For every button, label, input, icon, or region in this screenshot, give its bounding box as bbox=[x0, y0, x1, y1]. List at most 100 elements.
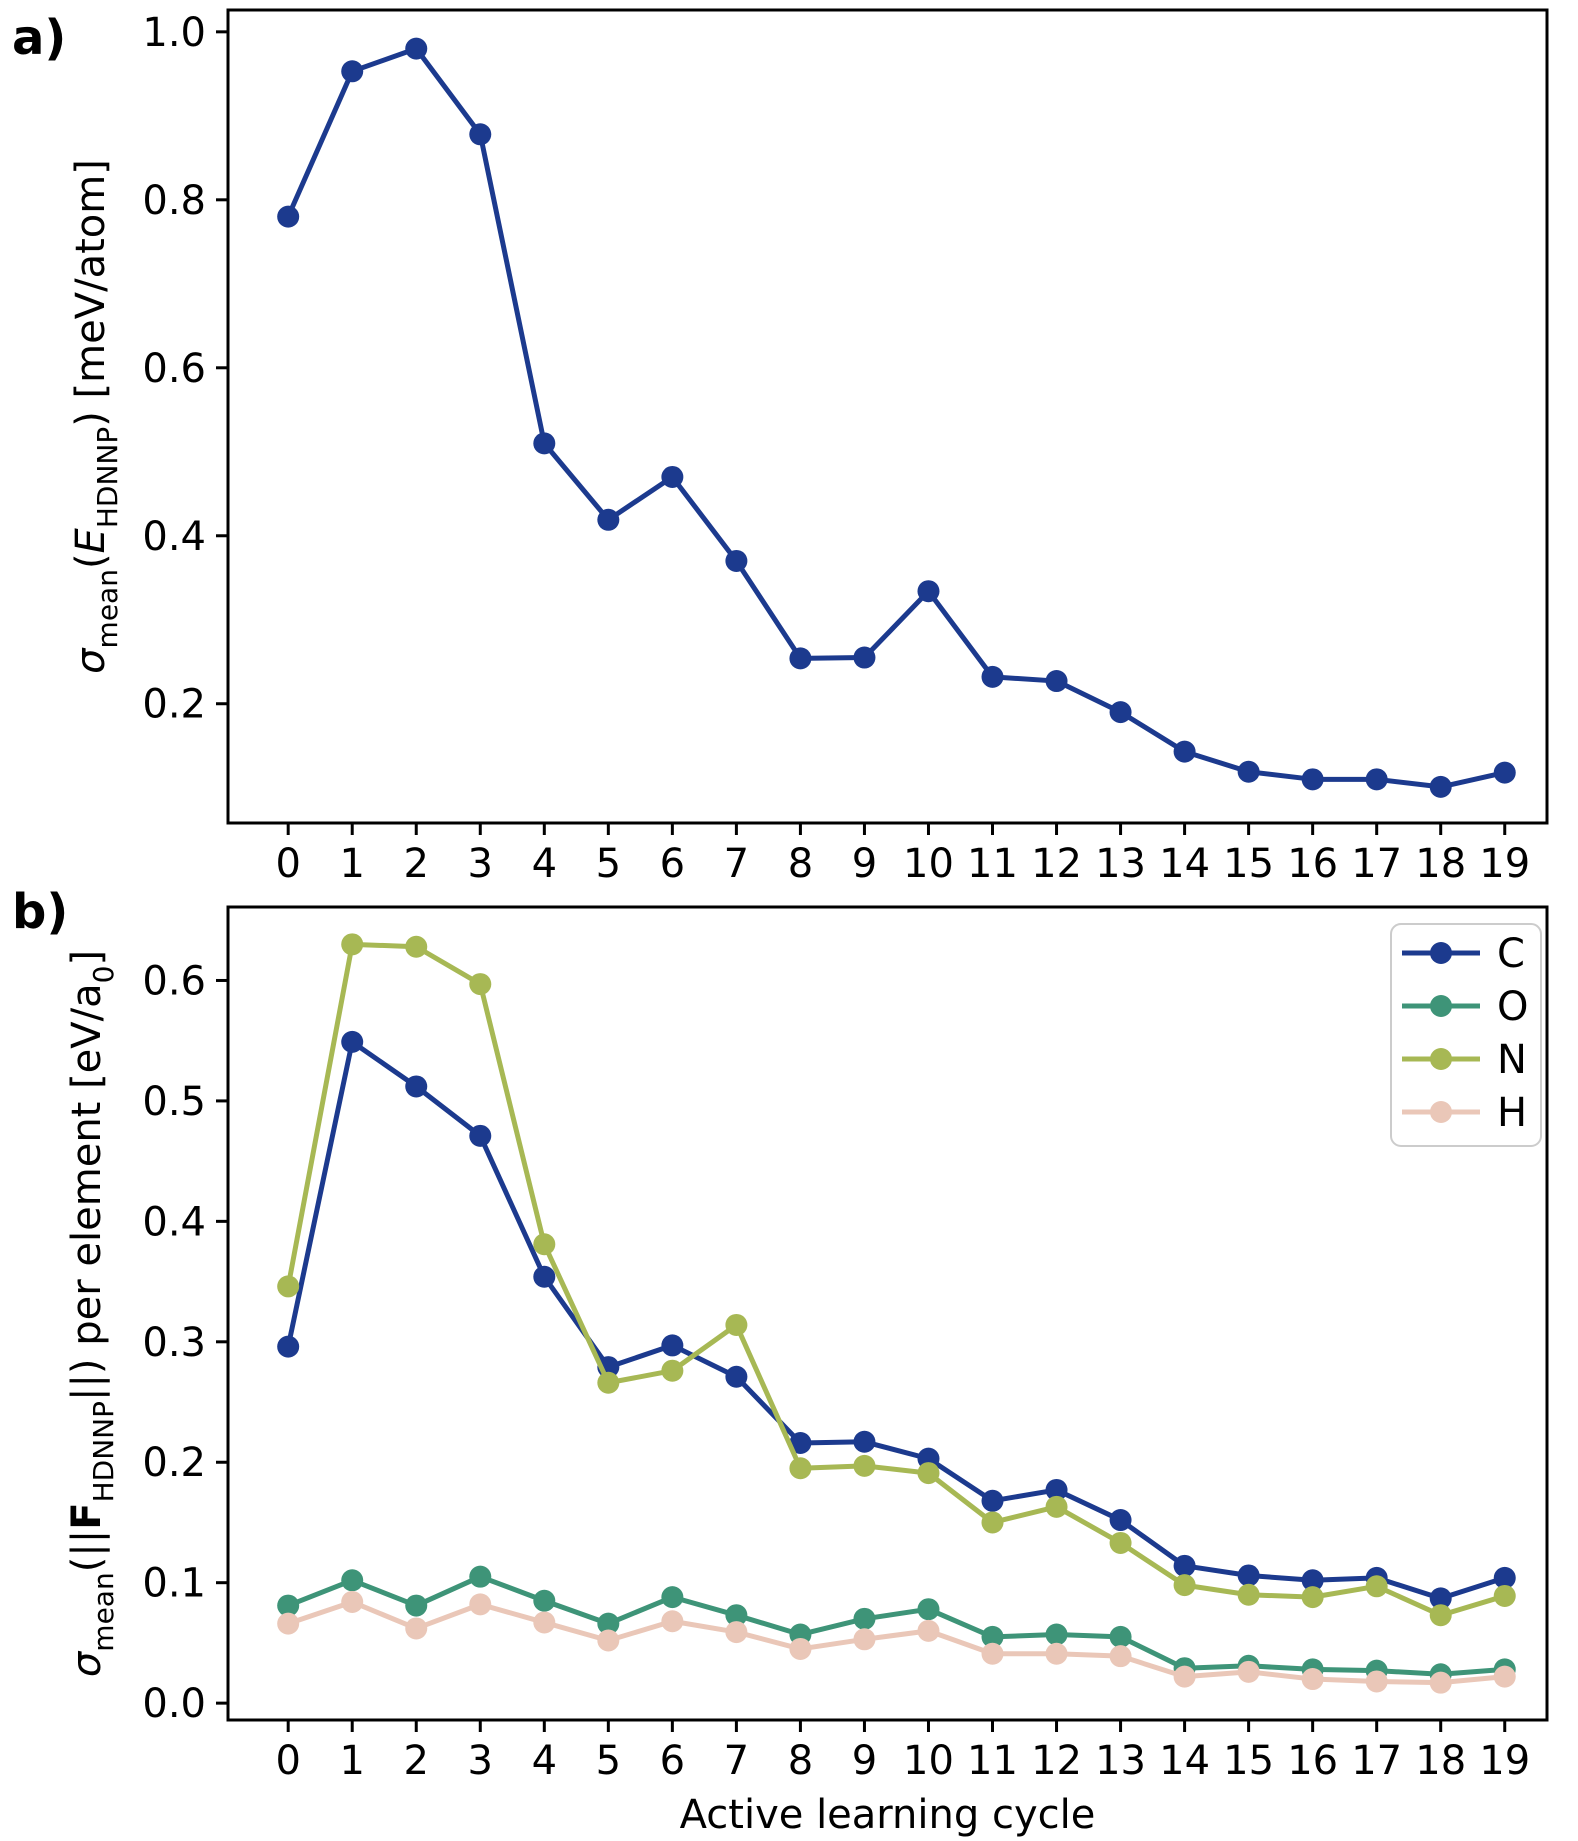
data-point-marker bbox=[1493, 1665, 1516, 1688]
x-tick-label: 15 bbox=[1223, 1738, 1274, 1784]
data-point-marker bbox=[533, 1611, 556, 1634]
x-tick-label: 12 bbox=[1031, 841, 1082, 887]
legend-label: N bbox=[1497, 1037, 1527, 1083]
panel-b-x-ticks: 0 1 2 3 4 5 6 7 8 9 10 11 12 13 14 15 16 17 18 19 bbox=[275, 1720, 1530, 1784]
x-tick-label: 5 bbox=[596, 841, 621, 887]
data-point-marker bbox=[1173, 1554, 1196, 1577]
legend-marker bbox=[1430, 942, 1452, 964]
data-point-marker bbox=[405, 1075, 428, 1098]
x-tick-label: 17 bbox=[1351, 1738, 1402, 1784]
data-point-marker bbox=[1365, 1670, 1388, 1693]
y-tick-label: 0.2 bbox=[142, 1440, 206, 1486]
panel-a-x-ticks: 0 1 2 3 4 5 6 7 8 9 10 11 12 13 14 15 16 17 18 19 bbox=[275, 823, 1530, 887]
x-tick-label: 1 bbox=[339, 841, 364, 887]
y-tick-label: 0.8 bbox=[142, 178, 206, 224]
series-O bbox=[277, 1565, 1516, 1686]
data-point-marker bbox=[533, 1589, 556, 1612]
data-point-marker bbox=[853, 1628, 876, 1651]
data-point-marker bbox=[1045, 1495, 1068, 1518]
data-point-marker bbox=[917, 1462, 940, 1485]
data-point-marker bbox=[1109, 1645, 1132, 1668]
data-point-marker bbox=[981, 1642, 1004, 1665]
x-tick-label: 5 bbox=[596, 1738, 621, 1784]
x-tick-label: 9 bbox=[852, 841, 877, 887]
data-point-marker bbox=[1237, 1583, 1260, 1606]
data-point-marker bbox=[1493, 1584, 1516, 1607]
x-tick-label: 13 bbox=[1095, 1738, 1146, 1784]
data-point-marker bbox=[405, 1594, 428, 1617]
data-point-marker bbox=[1173, 1665, 1196, 1688]
data-point-marker bbox=[853, 1454, 876, 1477]
data-point-marker bbox=[469, 1565, 492, 1588]
panel-a-spines bbox=[226, 8, 1549, 825]
data-point-marker bbox=[789, 1457, 812, 1480]
legend-item-C: C bbox=[1402, 931, 1525, 977]
panel-b-y-axis-title: σmean(||FHDNNP||) per element [eV/a0] bbox=[64, 950, 120, 1677]
y-tick-label: 0.2 bbox=[142, 682, 206, 728]
legend-label: H bbox=[1497, 1090, 1527, 1136]
x-tick-label: 3 bbox=[468, 1738, 493, 1784]
data-point-marker bbox=[1109, 701, 1132, 724]
data-point-marker bbox=[469, 1124, 492, 1147]
legend-box bbox=[1390, 923, 1542, 1147]
panel-a: 0.20.40.60.81.00 1 2 3 4 5 6 7 8 9 10 11 12 13 14 15 16 1… bbox=[68, 8, 1549, 887]
data-point-marker bbox=[597, 1629, 620, 1652]
x-tick-label: 8 bbox=[788, 841, 813, 887]
x-tick-label: 2 bbox=[404, 841, 429, 887]
data-point-marker bbox=[533, 1265, 556, 1288]
data-point-marker bbox=[341, 1030, 364, 1053]
legend-item-O: O bbox=[1402, 984, 1528, 1030]
x-tick-label: 10 bbox=[903, 841, 954, 887]
data-point-marker bbox=[277, 1335, 300, 1358]
x-tick-label: 2 bbox=[404, 1738, 429, 1784]
data-point-marker bbox=[981, 1625, 1004, 1648]
x-tick-label: 7 bbox=[724, 1738, 749, 1784]
data-point-marker bbox=[1045, 1478, 1068, 1501]
x-tick-label: 18 bbox=[1415, 1738, 1466, 1784]
data-point-marker bbox=[277, 1594, 300, 1617]
x-tick-label: 11 bbox=[967, 1738, 1018, 1784]
data-point-marker bbox=[661, 1610, 684, 1633]
data-point-marker bbox=[661, 465, 684, 488]
y-tick-label: 0.6 bbox=[142, 346, 206, 392]
data-point-marker bbox=[405, 1617, 428, 1640]
data-point-marker bbox=[853, 1607, 876, 1630]
data-point-marker bbox=[1237, 760, 1260, 783]
x-tick-label: 0 bbox=[275, 1738, 300, 1784]
y-tick-label: 0.3 bbox=[142, 1320, 206, 1366]
panel-b-letter: b) bbox=[12, 884, 69, 940]
data-point-marker bbox=[789, 1637, 812, 1660]
data-point-marker bbox=[1429, 1671, 1452, 1694]
x-tick-label: 18 bbox=[1415, 841, 1466, 887]
data-point-marker bbox=[597, 1612, 620, 1635]
data-point-marker bbox=[661, 1359, 684, 1382]
y-tick-label: 0.0 bbox=[142, 1681, 206, 1727]
data-point-marker bbox=[981, 1489, 1004, 1512]
data-point-marker bbox=[597, 508, 620, 531]
legend-label: O bbox=[1497, 984, 1528, 1030]
data-point-marker bbox=[1493, 761, 1516, 784]
data-point-marker bbox=[661, 1334, 684, 1357]
data-point-marker bbox=[853, 646, 876, 669]
panel-b-spines bbox=[226, 905, 1549, 1722]
data-point-marker bbox=[1173, 740, 1196, 763]
series-H bbox=[277, 1590, 1516, 1694]
series-C bbox=[277, 1030, 1516, 1610]
panel-a-letter: a) bbox=[12, 10, 67, 66]
data-point-marker bbox=[725, 1621, 748, 1644]
legend-item-H: H bbox=[1402, 1090, 1527, 1136]
data-point-marker bbox=[277, 205, 300, 228]
data-point-marker bbox=[469, 1593, 492, 1616]
data-point-marker bbox=[1173, 1574, 1196, 1597]
data-point-marker bbox=[981, 665, 1004, 688]
x-tick-label: 4 bbox=[532, 841, 557, 887]
x-tick-label: 19 bbox=[1479, 841, 1530, 887]
data-point-marker bbox=[1237, 1564, 1260, 1587]
data-point-marker bbox=[1109, 1625, 1132, 1648]
data-point-marker bbox=[725, 1313, 748, 1336]
legend-marker bbox=[1430, 1048, 1452, 1070]
data-point-marker bbox=[981, 1511, 1004, 1534]
data-point-marker bbox=[405, 935, 428, 958]
